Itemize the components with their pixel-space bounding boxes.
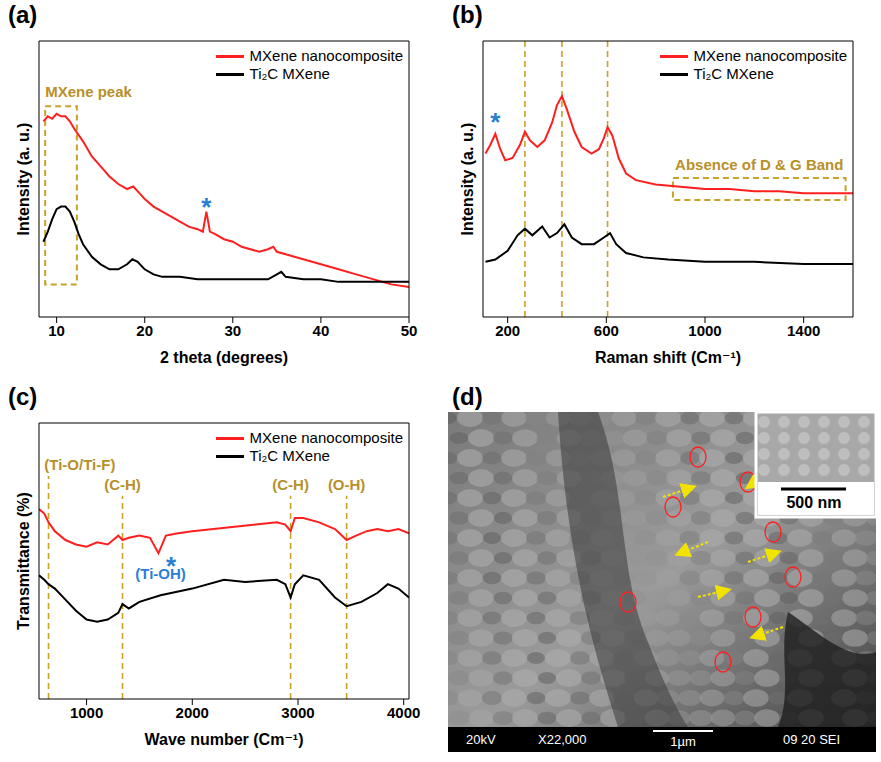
svg-text:10: 10 bbox=[48, 322, 65, 339]
html-text:(b): (b) bbox=[452, 1, 483, 28]
html-text:MXene nanocomposite: MXene nanocomposite bbox=[693, 47, 847, 64]
svg-text:2 theta (degrees): 2 theta (degrees) bbox=[160, 349, 288, 366]
svg-text:200: 200 bbox=[495, 322, 520, 339]
html-text:(d): (d) bbox=[452, 383, 483, 410]
svg-text:50: 50 bbox=[401, 322, 418, 339]
html-text:Ti₂C MXene: Ti₂C MXene bbox=[249, 447, 330, 464]
svg-text:(Ti-OH): (Ti-OH) bbox=[135, 565, 186, 582]
svg-text:20kV: 20kV bbox=[466, 732, 496, 747]
svg-text:*: * bbox=[201, 192, 212, 222]
svg-text:09 20 SEI: 09 20 SEI bbox=[783, 732, 840, 747]
svg-text:1400: 1400 bbox=[787, 322, 820, 339]
html-text:Ti₂C MXene: Ti₂C MXene bbox=[693, 65, 774, 82]
html-text:(c): (c) bbox=[8, 383, 38, 410]
svg-text:*: * bbox=[166, 551, 177, 581]
svg-text:Raman shift (Cm⁻¹): Raman shift (Cm⁻¹) bbox=[595, 349, 741, 366]
svg-text:Wave number (Cm⁻¹): Wave number (Cm⁻¹) bbox=[145, 731, 304, 748]
svg-text:20: 20 bbox=[136, 322, 153, 339]
html-text:Ti₂C MXene: Ti₂C MXene bbox=[249, 65, 330, 82]
svg-text:(C-H): (C-H) bbox=[104, 476, 141, 493]
html-text:(a): (a) bbox=[8, 1, 38, 28]
svg-text:1µm: 1µm bbox=[670, 734, 696, 749]
svg-text:30: 30 bbox=[224, 322, 241, 339]
svg-text:1000: 1000 bbox=[70, 704, 103, 721]
svg-text:500 nm: 500 nm bbox=[786, 494, 841, 511]
svg-text:MXene peak: MXene peak bbox=[45, 83, 132, 100]
svg-text:X22,000: X22,000 bbox=[538, 732, 586, 747]
svg-text:1000: 1000 bbox=[688, 322, 721, 339]
svg-text:3000: 3000 bbox=[281, 704, 314, 721]
svg-text:*: * bbox=[490, 107, 501, 137]
svg-text:600: 600 bbox=[594, 322, 619, 339]
svg-text:40: 40 bbox=[313, 322, 330, 339]
svg-text:Intensity (a. u.): Intensity (a. u.) bbox=[459, 123, 476, 236]
svg-text:Intensity (a. u.): Intensity (a. u.) bbox=[15, 123, 32, 236]
html-text:MXene nanocomposite: MXene nanocomposite bbox=[249, 429, 403, 446]
svg-text:(C-H): (C-H) bbox=[272, 476, 309, 493]
svg-text:Transmittance (%): Transmittance (%) bbox=[15, 492, 32, 630]
svg-text:(O-H): (O-H) bbox=[328, 476, 366, 493]
svg-text:4000: 4000 bbox=[387, 704, 420, 721]
svg-text:Absence of D & G Band: Absence of D & G Band bbox=[675, 156, 843, 173]
svg-text:(Ti-O/Ti-F): (Ti-O/Ti-F) bbox=[44, 456, 115, 473]
html-text:MXene nanocomposite: MXene nanocomposite bbox=[249, 47, 403, 64]
svg-text:2000: 2000 bbox=[176, 704, 209, 721]
